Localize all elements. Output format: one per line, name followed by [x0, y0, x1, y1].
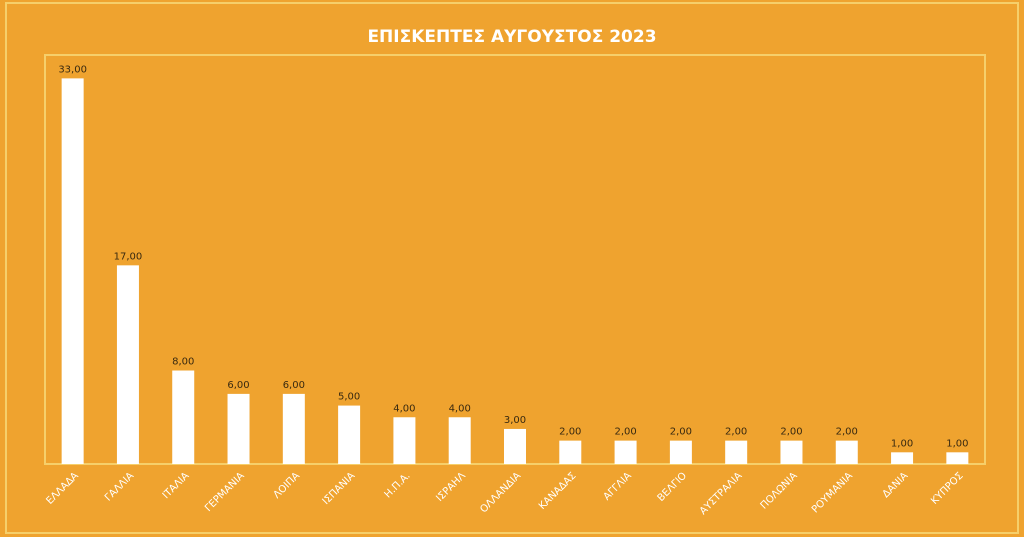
- data-label: 33,00: [58, 64, 87, 75]
- bar: [504, 428, 526, 464]
- data-label: 2,00: [559, 427, 581, 438]
- data-label: 1,00: [891, 438, 913, 449]
- bar: [448, 417, 471, 464]
- data-label: 1,00: [946, 438, 968, 449]
- bar: [393, 417, 416, 464]
- data-label: 4,00: [449, 403, 471, 414]
- bar: [614, 440, 637, 464]
- bar: [891, 452, 914, 464]
- bar: [780, 440, 803, 464]
- data-label: 5,00: [338, 392, 360, 403]
- data-label: 2,00: [670, 427, 692, 438]
- bar: [116, 265, 139, 464]
- data-label: 2,00: [780, 427, 802, 438]
- bar: [61, 78, 84, 464]
- data-label: 6,00: [227, 380, 249, 391]
- data-label: 4,00: [393, 403, 415, 414]
- bar: [835, 440, 858, 464]
- data-label: 3,00: [504, 415, 526, 426]
- bar: [227, 393, 250, 464]
- chart-title: ΕΠΙΣΚΕΠΤΕΣ ΑΥΓΟΥΣΤΟΣ 2023: [367, 27, 656, 47]
- data-label: 17,00: [114, 251, 143, 262]
- bar: [725, 440, 748, 464]
- bar: [559, 440, 582, 464]
- bar: [282, 393, 305, 464]
- data-label: 2,00: [614, 427, 636, 438]
- bar: [669, 440, 692, 464]
- bar: [946, 452, 969, 464]
- data-label: 6,00: [283, 380, 305, 391]
- bar: [172, 370, 195, 464]
- data-label: 8,00: [172, 357, 194, 368]
- bar: [338, 405, 361, 464]
- data-label: 2,00: [725, 427, 747, 438]
- data-label: 2,00: [836, 427, 858, 438]
